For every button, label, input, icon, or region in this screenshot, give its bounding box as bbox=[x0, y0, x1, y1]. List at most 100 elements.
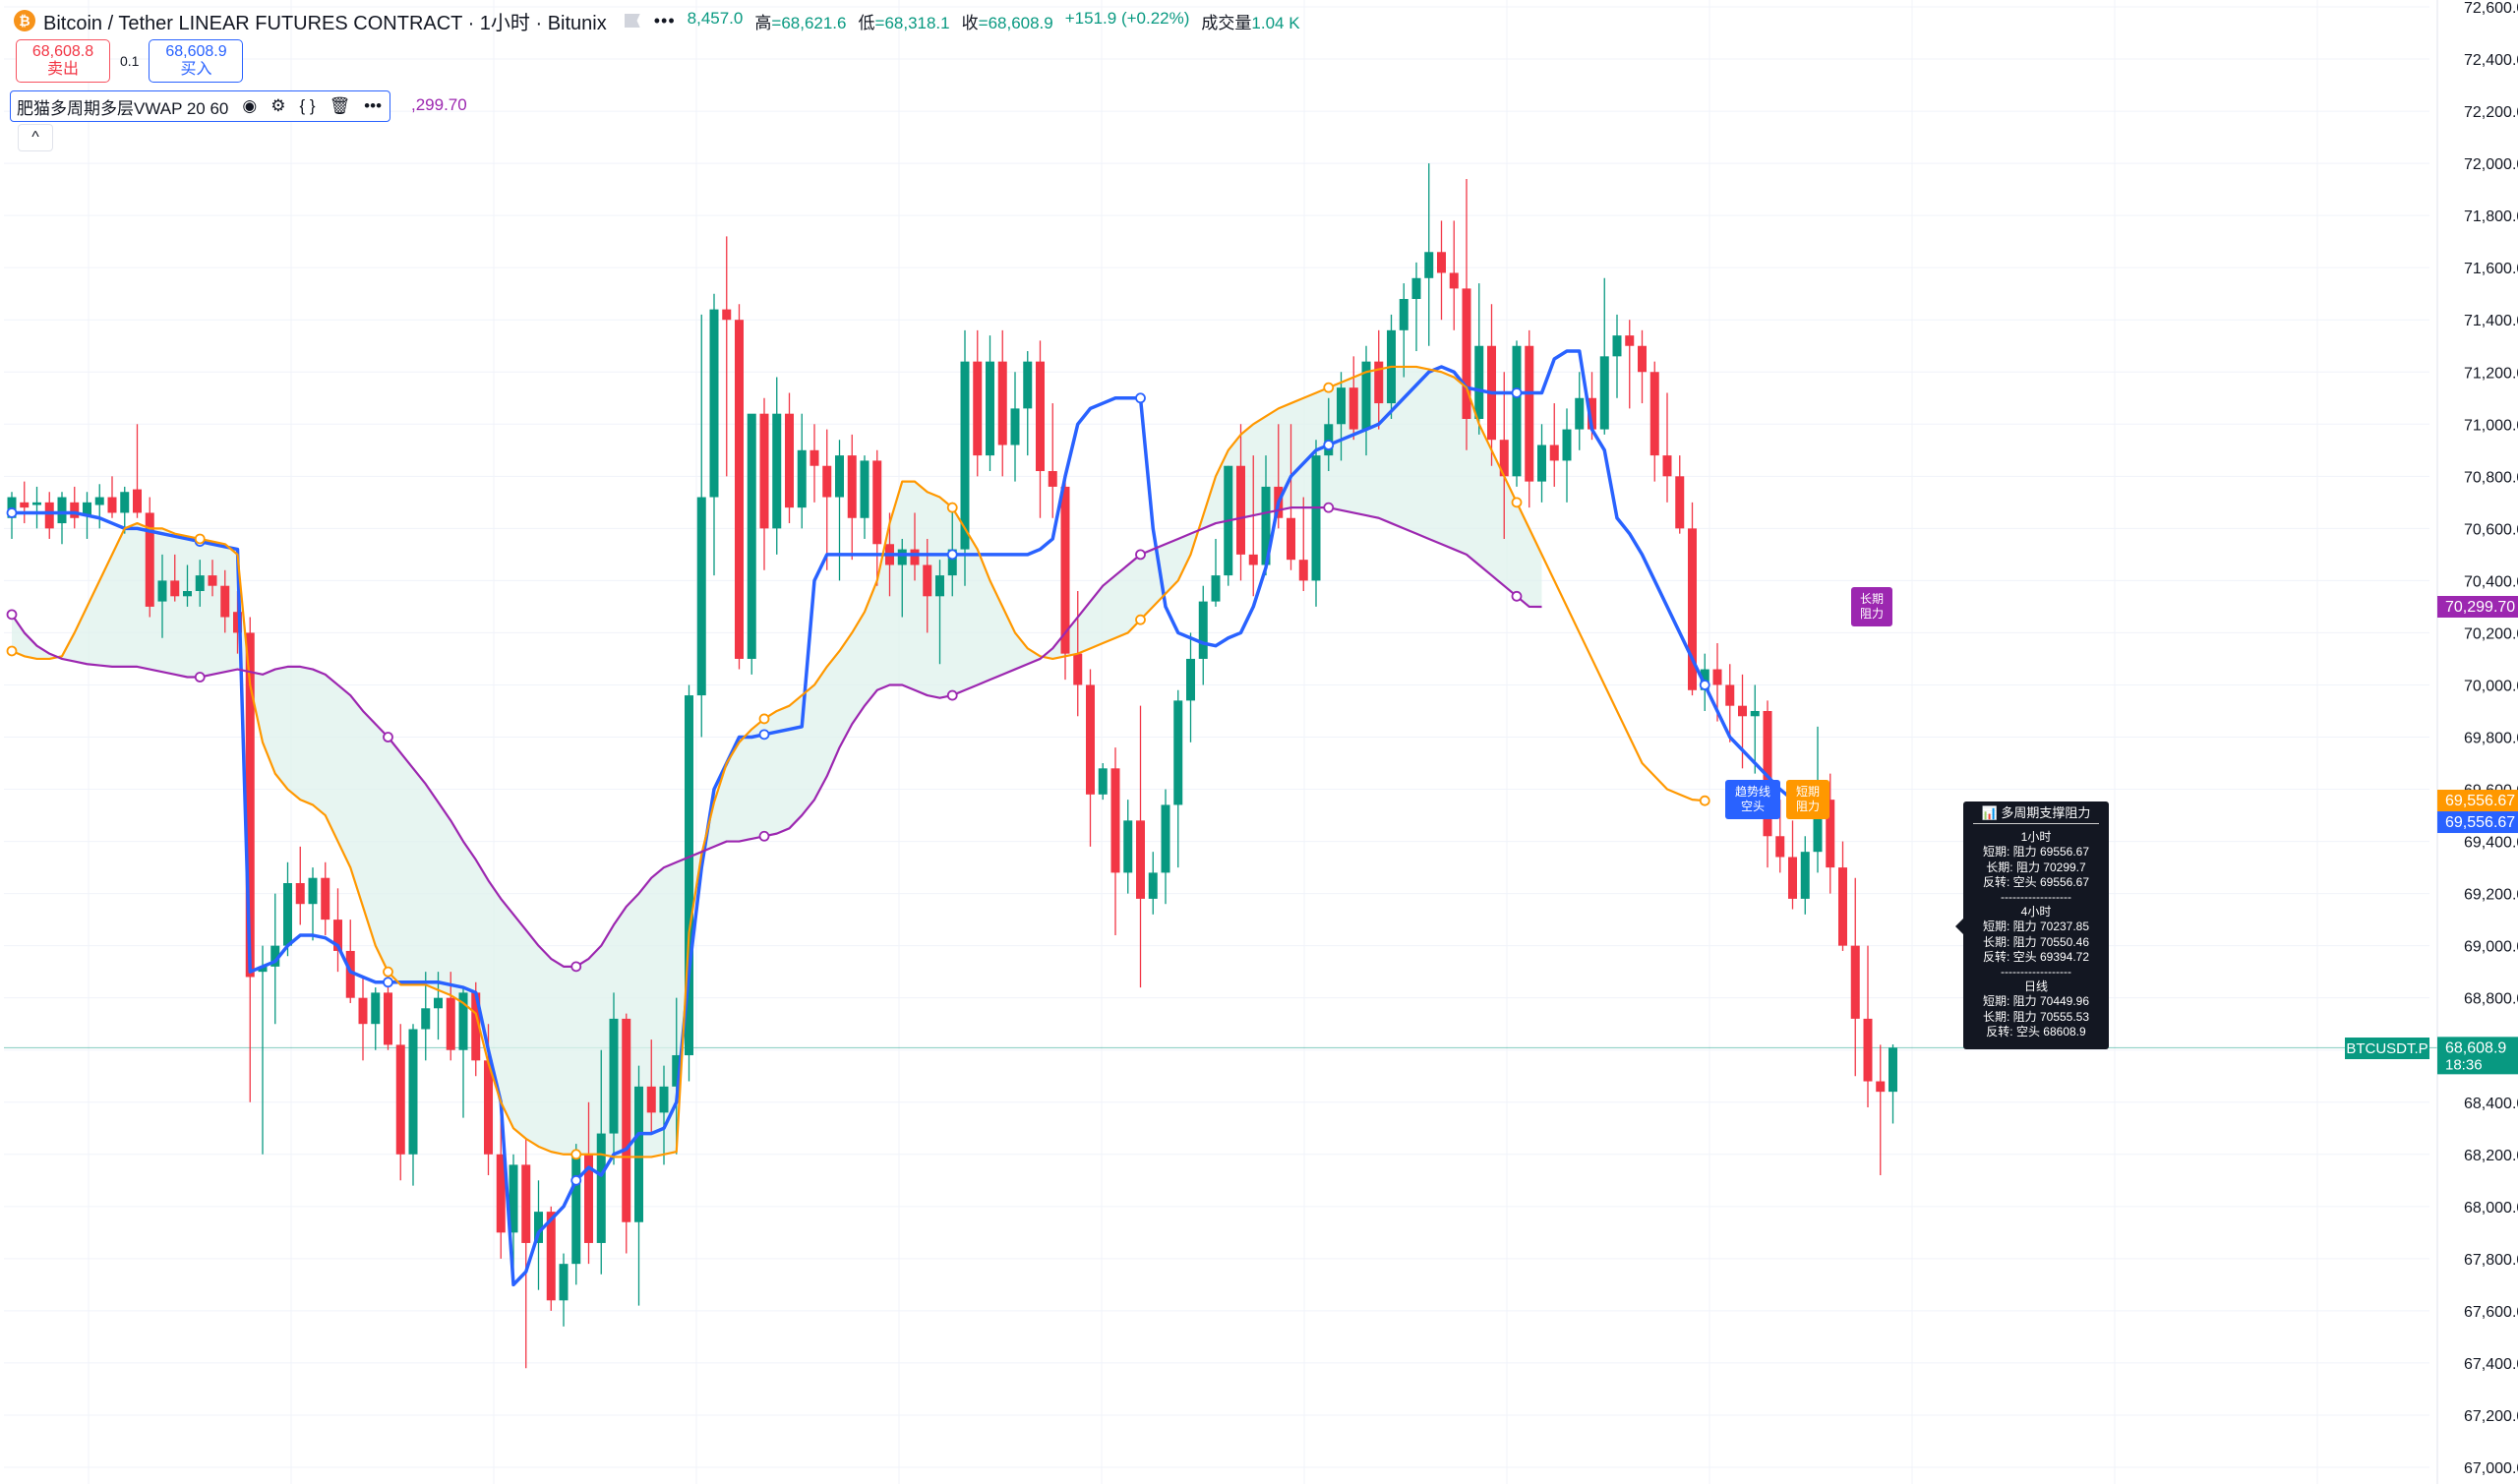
candle-body bbox=[1863, 1018, 1873, 1082]
candle bbox=[384, 977, 392, 1050]
candle bbox=[1688, 502, 1697, 696]
more-icon[interactable]: ••• bbox=[364, 96, 383, 115]
candle-body bbox=[596, 1133, 606, 1243]
candle-body bbox=[496, 1154, 506, 1233]
candle bbox=[646, 1039, 656, 1134]
candle-body bbox=[471, 992, 481, 1061]
candle bbox=[685, 684, 693, 1082]
candle bbox=[1525, 329, 1534, 508]
candle-body bbox=[258, 966, 268, 973]
candle-body bbox=[1675, 476, 1685, 529]
series-marker bbox=[1135, 549, 1146, 561]
sell-button[interactable]: 68,608.8 卖出 bbox=[16, 39, 110, 83]
candle-body bbox=[484, 1060, 493, 1155]
candle bbox=[458, 987, 468, 1118]
buy-price: 68,608.9 bbox=[165, 43, 227, 60]
candle bbox=[157, 554, 167, 638]
sell-price: 68,608.8 bbox=[31, 43, 94, 60]
candle-body bbox=[986, 361, 994, 456]
candle-body bbox=[107, 497, 117, 513]
candle-body bbox=[446, 997, 455, 1050]
series-marker bbox=[570, 961, 582, 973]
candle bbox=[509, 1154, 518, 1280]
price-label-bg bbox=[2437, 790, 2518, 812]
candle bbox=[333, 888, 342, 973]
candle bbox=[1311, 440, 1321, 607]
candle-body bbox=[1123, 820, 1133, 873]
candle bbox=[1625, 320, 1635, 409]
y-tick-label: 68,400.0 bbox=[2464, 1096, 2518, 1112]
settings-icon[interactable]: ⚙ bbox=[270, 96, 286, 115]
order-quantity[interactable]: 0.1 bbox=[120, 53, 140, 69]
candle-body bbox=[408, 1029, 418, 1155]
series-marker bbox=[1699, 680, 1710, 690]
candle bbox=[1826, 773, 1835, 894]
candle-body bbox=[1562, 429, 1572, 461]
eye-icon[interactable]: ◉ bbox=[242, 96, 258, 115]
candle bbox=[747, 413, 756, 675]
flag-icon[interactable] bbox=[624, 14, 640, 28]
more-icon[interactable]: ••• bbox=[653, 10, 676, 30]
candle bbox=[195, 560, 205, 607]
candle-body bbox=[358, 997, 368, 1025]
candle-body bbox=[1662, 455, 1672, 477]
symbol-title[interactable]: Bitcoin / Tether LINEAR FUTURES CONTRACT… bbox=[43, 12, 607, 34]
series-marker bbox=[1135, 614, 1146, 625]
candle bbox=[1888, 1043, 1897, 1124]
candle bbox=[1186, 632, 1195, 742]
y-tick-label: 70,000.0 bbox=[2464, 678, 2518, 694]
candle-body bbox=[1876, 1081, 1886, 1093]
candle bbox=[1562, 408, 1572, 503]
ohlc-values: 8,457.0 高=68,621.6 低=68,318.1 收=68,608.9… bbox=[687, 8, 1300, 32]
candle-body bbox=[57, 497, 67, 524]
y-tick-label: 69,200.0 bbox=[2464, 887, 2518, 904]
candle bbox=[57, 492, 67, 545]
candle-body bbox=[1599, 356, 1609, 430]
series-marker bbox=[1511, 497, 1523, 508]
candle bbox=[709, 293, 719, 576]
price-label: 69,556.67 bbox=[2437, 811, 2518, 834]
candle bbox=[935, 560, 944, 665]
candle-body bbox=[1512, 345, 1522, 477]
candle bbox=[1036, 340, 1045, 518]
series-marker bbox=[6, 609, 18, 621]
candle-body bbox=[1086, 684, 1095, 795]
candle bbox=[1738, 674, 1747, 769]
candle-body bbox=[1148, 872, 1158, 899]
candle bbox=[1161, 789, 1170, 905]
collapse-button[interactable]: ^ bbox=[18, 124, 53, 151]
indicator-legend[interactable]: 肥猫多周期多层VWAP 20 60 ◉ ⚙ { } 🗑 ••• bbox=[10, 90, 391, 122]
candle bbox=[1800, 836, 1810, 915]
indicator-value: ,299.70 bbox=[411, 95, 467, 114]
candle bbox=[94, 484, 104, 529]
buy-button[interactable]: 68,608.9 买入 bbox=[149, 39, 244, 83]
tooltip-section-1h: 1小时 短期: 阻力 69556.67 长期: 阻力 70299.7 反转: 空… bbox=[1982, 830, 2090, 905]
candle bbox=[659, 1065, 669, 1165]
close-label: 收 bbox=[961, 13, 979, 32]
candle-body bbox=[133, 489, 142, 513]
delete-icon[interactable]: 🗑 bbox=[329, 96, 351, 115]
candle bbox=[1462, 179, 1471, 450]
candle bbox=[1337, 372, 1346, 461]
high-value: 68,621.6 bbox=[781, 13, 847, 32]
candle-body bbox=[872, 460, 882, 545]
candle-body bbox=[1750, 710, 1760, 717]
y-tick-label: 67,000.0 bbox=[2464, 1460, 2518, 1477]
symbol-price-tag: BTCUSDT.P bbox=[2345, 1038, 2429, 1059]
candle bbox=[1023, 351, 1033, 456]
open-value: 8,457.0 bbox=[687, 8, 744, 28]
source-code-icon[interactable]: { } bbox=[299, 96, 316, 115]
candle-body bbox=[1588, 397, 1596, 430]
y-tick-label: 68,200.0 bbox=[2464, 1148, 2518, 1164]
candle-body bbox=[897, 549, 907, 565]
candle bbox=[1638, 329, 1647, 404]
y-tick-label: 70,200.0 bbox=[2464, 625, 2518, 642]
series-marker bbox=[946, 502, 958, 513]
candle-body bbox=[1850, 945, 1860, 1019]
y-tick-label: 72,000.0 bbox=[2464, 156, 2518, 173]
y-tick-label: 71,400.0 bbox=[2464, 313, 2518, 329]
candle-body bbox=[1374, 361, 1384, 404]
candle bbox=[1298, 497, 1308, 591]
candle-body bbox=[822, 465, 832, 498]
